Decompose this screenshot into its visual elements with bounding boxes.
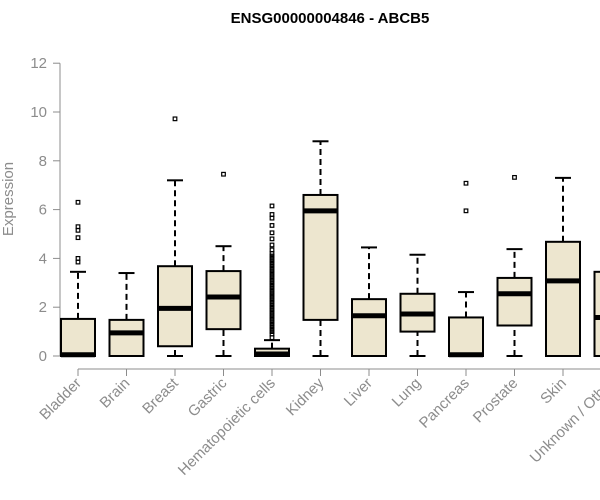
outlier-point bbox=[221, 171, 226, 177]
outlier-point bbox=[269, 312, 275, 317]
outlier-point bbox=[75, 235, 81, 241]
box-bladder bbox=[60, 317, 96, 357]
outlier-point bbox=[269, 270, 275, 276]
box-pancreas bbox=[448, 316, 484, 357]
outlier-point bbox=[269, 263, 275, 269]
outlier-point bbox=[269, 212, 275, 217]
outlier-point bbox=[269, 307, 275, 313]
outlier-point bbox=[75, 199, 81, 205]
outlier-point bbox=[269, 260, 275, 266]
x-tick-label: Kidney bbox=[283, 374, 328, 419]
outlier-point bbox=[269, 268, 275, 273]
outlier-point bbox=[269, 280, 275, 286]
outlier-point bbox=[269, 314, 275, 320]
box-liver bbox=[351, 298, 387, 358]
outlier-point bbox=[269, 251, 275, 256]
outlier-point bbox=[269, 273, 275, 278]
outlier-point bbox=[269, 324, 275, 330]
x-tick-label: Pancreas bbox=[416, 375, 473, 432]
y-tick-label: 8 bbox=[39, 153, 47, 170]
y-tick-label: 0 bbox=[39, 348, 47, 365]
outlier-point bbox=[269, 302, 275, 308]
outlier-point bbox=[75, 259, 81, 265]
outlier-point bbox=[269, 265, 275, 271]
box-skin bbox=[545, 240, 581, 357]
outlier-point bbox=[463, 208, 469, 214]
x-tick-label: Bladder bbox=[36, 375, 85, 424]
outlier-point bbox=[269, 242, 275, 248]
x-tick-label: Lung bbox=[389, 375, 425, 411]
outlier-point bbox=[269, 331, 275, 337]
outlier-point bbox=[269, 282, 275, 288]
outlier-point bbox=[269, 295, 275, 300]
outlier-point bbox=[269, 215, 275, 221]
outlier-point bbox=[269, 329, 275, 334]
outlier-point bbox=[269, 299, 275, 305]
outlier-point bbox=[269, 256, 275, 261]
outlier-point bbox=[269, 277, 275, 283]
x-tick-label: Skin bbox=[537, 375, 570, 408]
outlier-point bbox=[269, 297, 275, 303]
outlier-point bbox=[269, 258, 275, 264]
outlier-point bbox=[269, 275, 275, 281]
x-tick-label: Hematopoietic cells bbox=[175, 375, 279, 479]
outlier-point bbox=[269, 236, 275, 242]
outlier-point bbox=[269, 203, 275, 209]
x-tick-label: Breast bbox=[139, 374, 182, 417]
box-brain bbox=[108, 318, 145, 357]
x-tick-label: Gastric bbox=[185, 374, 231, 420]
outlier-point bbox=[172, 116, 178, 122]
outlier-point bbox=[512, 174, 517, 180]
box-unknown-other bbox=[593, 270, 600, 358]
box-prostate bbox=[496, 276, 533, 327]
y-tick-label: 6 bbox=[39, 202, 47, 219]
y-tick-label: 10 bbox=[30, 104, 47, 121]
outlier-point bbox=[75, 256, 81, 261]
outlier-point bbox=[463, 180, 469, 186]
outlier-point bbox=[269, 290, 275, 295]
outlier-point bbox=[269, 230, 275, 236]
x-tick-label: Prostate bbox=[470, 375, 522, 427]
outlier-point bbox=[75, 224, 81, 230]
outlier-point bbox=[269, 319, 275, 325]
outlier-point bbox=[269, 253, 275, 259]
outlier-point bbox=[269, 223, 275, 228]
outlier-point bbox=[269, 292, 275, 298]
y-tick-label: 12 bbox=[30, 55, 47, 72]
x-tick-label: Liver bbox=[341, 375, 376, 410]
y-tick-label: 2 bbox=[39, 299, 47, 316]
y-axis-label: Expression bbox=[0, 162, 17, 236]
chart-title: ENSG00000004846 - ABCB5 bbox=[231, 10, 430, 27]
outlier-point bbox=[269, 285, 275, 291]
outlier-point bbox=[269, 287, 275, 293]
outlier-point bbox=[269, 304, 275, 310]
outlier-point bbox=[269, 321, 275, 327]
y-tick-label: 4 bbox=[39, 250, 47, 267]
plot-area: 0 2 4 6 8 10 12 Bladder Brain Breast GastricHemato… bbox=[30, 55, 600, 479]
box-gastric bbox=[205, 270, 242, 331]
outlier-point bbox=[269, 317, 275, 322]
outlier-point bbox=[269, 326, 275, 332]
x-tick-label: Brain bbox=[97, 375, 134, 412]
box-kidney bbox=[302, 193, 339, 321]
outlier-point bbox=[269, 247, 275, 253]
outlier-point bbox=[269, 335, 275, 341]
outlier-point bbox=[269, 309, 275, 315]
